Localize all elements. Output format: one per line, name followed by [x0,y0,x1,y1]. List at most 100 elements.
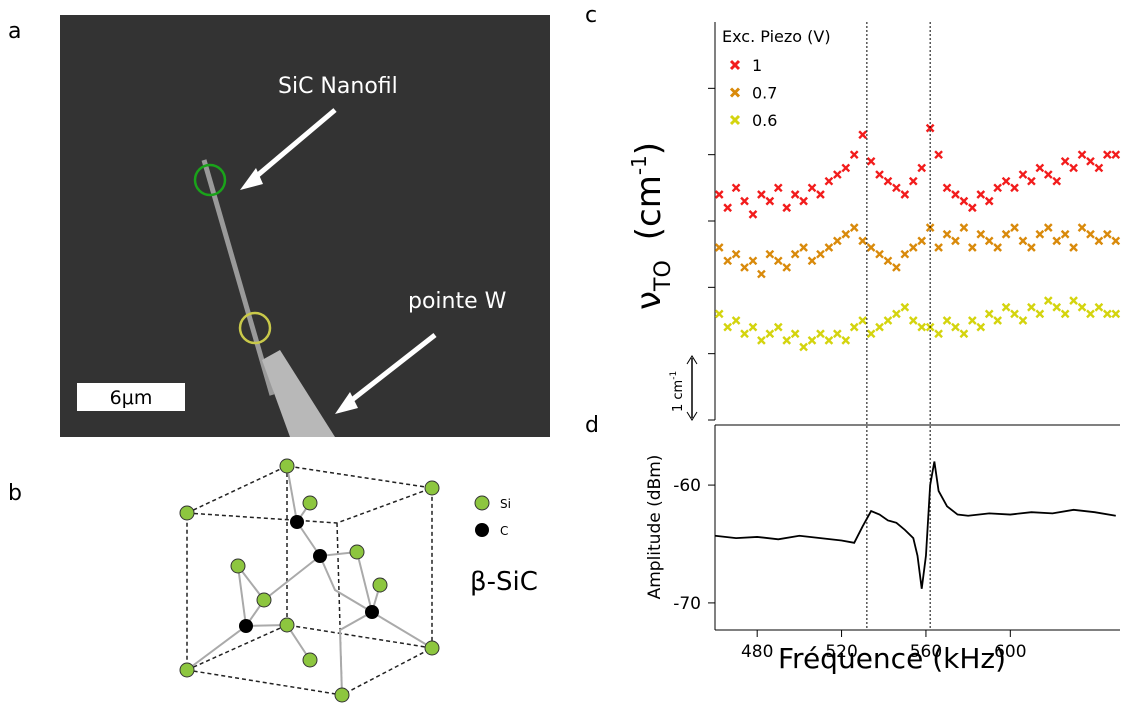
scatter-point [959,329,969,339]
c-atom [239,619,253,633]
panel-label: b [8,481,22,506]
scatter-point [892,309,901,319]
legend-label: Si [500,497,511,511]
scatter-point [816,329,825,339]
scale-label: 1 cm-1 [669,371,686,412]
si-atom [256,592,272,608]
scatter-point [908,176,918,186]
x-axis-label: Fréquence (kHz) [778,642,1006,675]
scatter-point [807,256,817,266]
c-atom [313,549,327,563]
scatter-point [866,243,876,252]
scatter-point [866,156,876,166]
scatter-point [959,196,969,206]
scatter-point [908,243,918,252]
scatter-point [942,183,952,193]
scatter-point [866,329,876,339]
y-label-unit: (cm [629,175,669,240]
scatter-point [1111,236,1121,246]
scatter-point [1001,176,1011,186]
scatter-point [748,210,758,219]
scatter-point [723,322,733,332]
scatter-point [1035,229,1045,239]
si-atom [349,544,365,560]
scatter-point [1027,176,1036,186]
scatter-point [731,183,741,193]
legend-marker [729,87,741,98]
legend-marker [729,59,741,71]
scatter-point [1086,229,1095,239]
line [714,461,1116,589]
scatter-point [1094,236,1104,246]
scatter-point [1043,223,1053,232]
scatter-point [1094,163,1104,173]
scatter-point [984,236,994,246]
scatter-point [917,236,927,246]
scatter-point [832,236,842,246]
si-atom [334,687,350,703]
scatter-point [714,243,724,252]
legend-label: 0.7 [752,84,777,103]
scatter-point [942,229,952,239]
scatter-point [917,322,927,332]
scatter-point [1001,229,1011,239]
scatter-point [858,236,868,246]
scatter-point [908,316,918,325]
scatter-point [773,322,783,332]
scatter-point [723,256,733,266]
scatter-point [841,229,851,239]
tungsten-tip [262,350,335,437]
si-atom [424,480,440,496]
si-atom [279,458,295,474]
y-axis-label: Amplitude (dBm) [645,455,665,600]
scatter-point [959,223,969,232]
panel-label: c [585,3,597,28]
scatter-point [942,316,952,325]
legend-swatch [474,495,490,511]
scatter-point [714,309,724,319]
atoms [179,458,440,703]
scatter-point [883,176,893,186]
scatter-point [824,336,834,345]
scatter-point [765,329,775,339]
si-atom [230,558,246,574]
scatter-point [993,316,1003,325]
scatter-point [1102,229,1112,239]
scatter-point [1043,170,1053,179]
scatter-point [967,316,977,325]
scatter-point [858,316,868,325]
scatter-point [1060,229,1070,239]
scatter-point [1018,236,1028,246]
scatter-point [1069,243,1078,252]
scatter-point [1035,309,1045,319]
x-tick-label: 560 [910,642,942,662]
scatter-point [967,203,977,213]
scatter-point [875,322,884,332]
scatter-point [782,336,792,345]
yellow-circle [238,311,272,345]
sem-label: pointe W [408,289,507,314]
scatter-point [917,163,927,173]
scatter-point [799,243,808,252]
cube-edge [186,466,433,696]
scatter-point [1052,302,1062,312]
scale-bar [77,383,185,411]
sem-image: SiC Nanofil pointe W 6μm [60,15,550,437]
scatter-point [790,190,800,199]
si-atom [424,640,440,656]
scatter-point [731,316,741,325]
scatter-point [849,223,859,232]
scatter-point [1010,183,1019,193]
scatter-point [799,342,808,352]
scatter-point [1052,236,1062,246]
scatter-point [816,190,825,199]
scatter-point [976,190,986,199]
scatter-point [875,170,884,179]
scatter-point [883,316,893,325]
scatter-point [773,256,783,266]
scatter-point [934,329,943,339]
scatter-point [984,196,994,206]
scatter-point [824,243,834,252]
si-atom [179,505,195,521]
y-tick-label: -60 [673,476,701,496]
